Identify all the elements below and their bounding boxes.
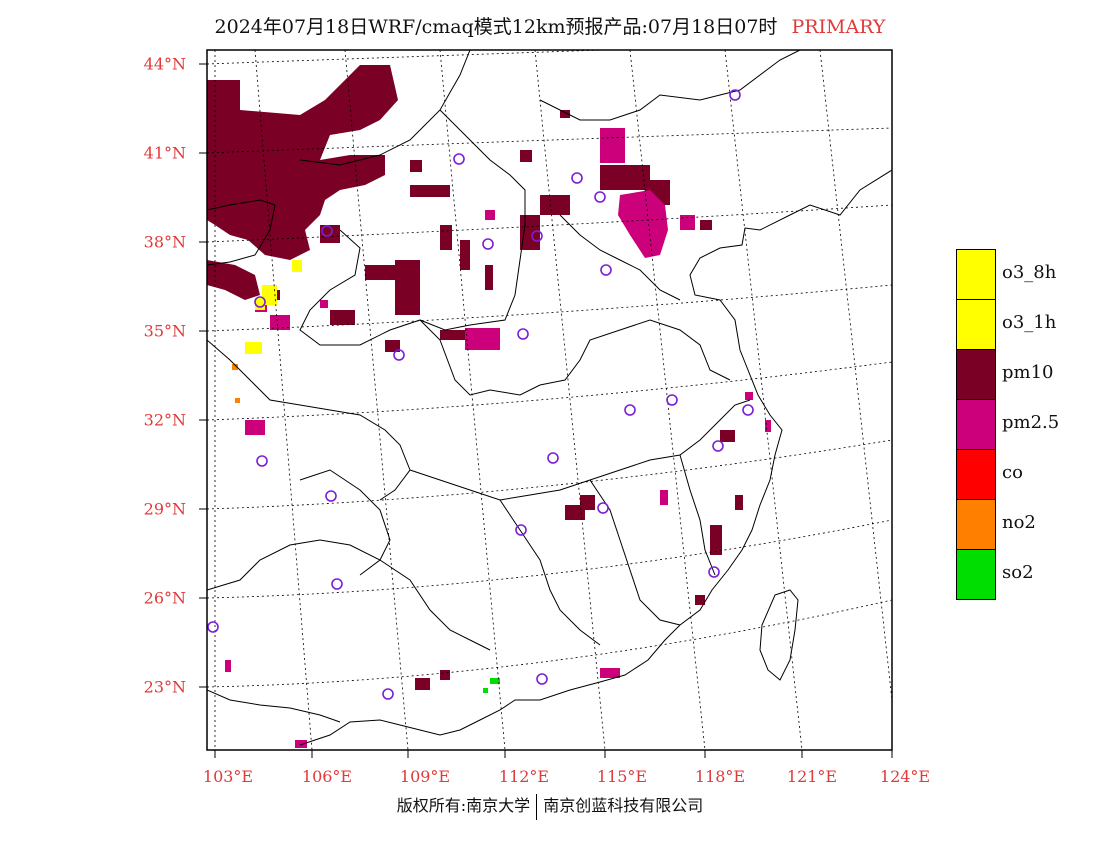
lon-label-109: 109°E (399, 767, 451, 786)
lat-label-44: 44°N (143, 54, 186, 74)
lon-label-115: 115°E (596, 767, 648, 786)
coastline (299, 169, 892, 746)
map-title: 2024年07月18日WRF/cmaq模式12km预报产品:07月18日07时 P… (0, 12, 1100, 39)
legend-label: no2 (1002, 512, 1036, 533)
legend-label: so2 (1002, 562, 1034, 583)
lat-label-32: 32°N (143, 410, 186, 430)
legend-swatch (956, 399, 996, 450)
legend-swatch (956, 349, 996, 400)
lat-label-26: 26°N (143, 588, 186, 608)
lat-label-38: 38°N (143, 232, 186, 252)
station-markers (207, 89, 754, 700)
pm10-patches (270, 110, 743, 690)
lon-label-118: 118°E (694, 767, 746, 786)
graticule (207, 50, 892, 750)
footer-divider (536, 793, 538, 820)
legend-label: o3_1h (1002, 312, 1057, 333)
lat-label-41: 41°N (143, 143, 186, 163)
legend-swatch (956, 299, 996, 350)
lon-label-112: 112°E (498, 767, 550, 786)
legend-label: pm10 (1002, 362, 1054, 383)
legend-swatch (956, 499, 996, 550)
no2-patches (232, 364, 240, 403)
legend-label: co (1002, 462, 1023, 483)
copyright-footer: 版权所有:南京大学 南京创蓝科技有限公司 (0, 792, 1100, 820)
axis-ticks (199, 63, 893, 758)
pollutant-layer (207, 65, 771, 748)
primary-label: PRIMARY (791, 16, 886, 38)
legend-label: pm2.5 (1002, 412, 1060, 433)
legend-swatch (956, 249, 996, 300)
lon-label-103: 103°E (202, 767, 254, 786)
lon-label-121: 121°E (786, 767, 838, 786)
legend-label: o3_8h (1002, 262, 1057, 283)
copyright-left: 版权所有:南京大学 (396, 796, 531, 815)
o3-patches (245, 260, 302, 354)
title-text: 2024年07月18日WRF/cmaq模式12km预报产品:07月18日07时 (214, 16, 778, 38)
lon-label-106: 106°E (301, 767, 353, 786)
legend-swatch (956, 449, 996, 500)
boundaries (207, 50, 892, 746)
lat-label-23: 23°N (143, 677, 186, 697)
lat-label-35: 35°N (143, 321, 186, 341)
pm10-region-west (207, 260, 260, 300)
copyright-right: 南京创蓝科技有限公司 (543, 796, 704, 815)
so2-patches (483, 678, 500, 693)
lat-label-29: 29°N (143, 499, 186, 519)
lon-label-124: 124°E (879, 767, 931, 786)
legend-swatch (956, 549, 996, 600)
taiwan (759, 589, 799, 681)
pm10-region-northwest (207, 65, 398, 260)
map-frame (206, 49, 893, 751)
